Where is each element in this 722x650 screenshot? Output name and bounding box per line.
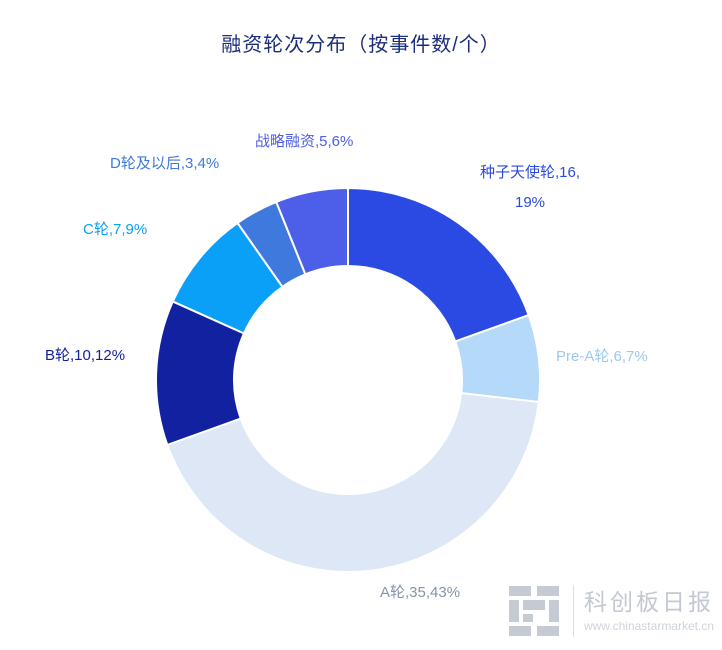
- pie-slice-0[interactable]: [347, 186, 530, 343]
- pie-label-4: C轮,7,9%: [83, 221, 148, 238]
- watermark-divider: [572, 585, 574, 637]
- pie-label-6: 战略融资,5,6%: [255, 133, 354, 150]
- pie-slice-6[interactable]: [274, 186, 349, 276]
- watermark-brand: 科创板日报: [583, 589, 714, 615]
- pie-label-1: Pre-A轮,6,7%: [556, 348, 648, 365]
- pie-slice-2[interactable]: [166, 391, 540, 573]
- pie-label-0: 种子天使轮,16, 19%: [479, 164, 581, 211]
- pie-label-3: B轮,10,12%: [45, 347, 126, 364]
- pie-label-2: A轮,35,43%: [380, 584, 461, 601]
- watermark: 科创板日报 www.chinastarmarket.cn: [507, 584, 714, 638]
- pie-label-5: D轮及以后,3,4%: [110, 155, 220, 172]
- brand-logo-icon: [508, 586, 559, 636]
- watermark-url: www.chinastarmarket.cn: [583, 619, 714, 633]
- chart-title: 融资轮次分布（按事件数/个）: [221, 34, 501, 56]
